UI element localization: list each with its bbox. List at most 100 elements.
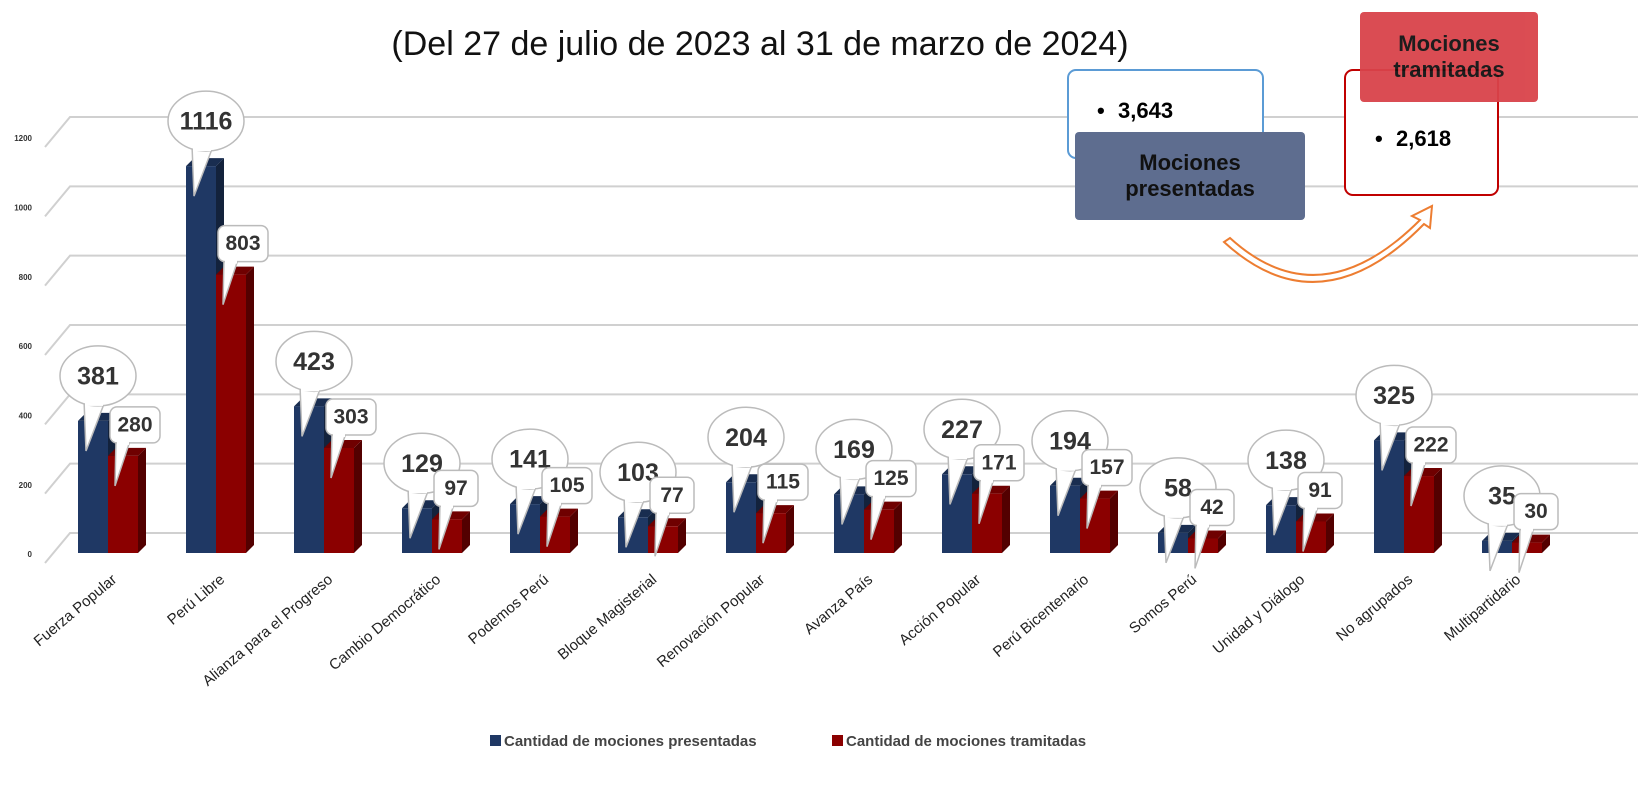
data-label: 204 [725, 424, 767, 452]
callout-cover [301, 381, 319, 392]
data-label: 303 [333, 406, 368, 429]
callout-cover [193, 141, 211, 152]
data-label: 138 [1265, 447, 1307, 475]
callout-cover [1057, 460, 1075, 471]
bar-side [246, 266, 254, 553]
callout-cover [1381, 415, 1399, 426]
callout [865, 459, 917, 498]
x-tick-label: Perú Bicentenario [990, 571, 1092, 661]
bar-side [894, 501, 902, 553]
grid-line [44, 324, 1638, 356]
x-tick-label: Multipartidario [1441, 571, 1524, 645]
callout-cover [841, 469, 859, 480]
data-label: 227 [941, 416, 983, 444]
x-tick-label: Perú Libre [164, 571, 228, 629]
bar-side [462, 511, 470, 553]
y-tick-label: 600 [19, 342, 33, 351]
x-tick-label: Unidad y Diálogo [1210, 571, 1308, 657]
callout-cover [733, 457, 751, 468]
legend-swatch [832, 735, 843, 746]
bar-side [138, 447, 146, 553]
callout-cover [1089, 479, 1101, 488]
bar-side [1542, 534, 1550, 553]
callout [649, 476, 695, 515]
callout [1405, 426, 1457, 464]
legend-swatch [490, 735, 501, 746]
data-label: 1116 [180, 108, 233, 136]
y-tick-label: 200 [19, 481, 33, 490]
legend-label: Cantidad de mociones tramitadas [846, 733, 1086, 750]
y-tick-label: 1000 [14, 203, 32, 212]
bar-front [108, 455, 138, 553]
data-label: 803 [225, 232, 260, 255]
bar [1296, 513, 1334, 553]
callout-cover [1165, 507, 1183, 518]
bar [324, 439, 362, 553]
callout-cover [625, 492, 643, 503]
callout-cover [1197, 519, 1209, 528]
data-label: 125 [873, 467, 908, 490]
bar-front [294, 406, 324, 553]
bar-side [570, 508, 578, 553]
x-tick-label: Acción Popular [896, 571, 984, 649]
bar [1404, 468, 1442, 553]
arrow [1222, 204, 1434, 283]
bar [216, 266, 254, 553]
bullet: • [1375, 126, 1383, 151]
callout [757, 463, 809, 501]
data-label: 42 [1200, 496, 1223, 519]
callout-cover [1489, 515, 1507, 526]
callout-cover [981, 474, 993, 483]
data-label: 97 [444, 477, 467, 500]
callout-cover [1521, 523, 1533, 532]
bar-front [972, 493, 1002, 553]
bar-side [1326, 513, 1334, 553]
grid-line [44, 254, 1638, 287]
callout-cover [409, 483, 427, 494]
x-tick-label: Podemos Perú [465, 571, 552, 648]
data-label: 169 [833, 436, 875, 464]
x-tick-label: Avanza País [801, 571, 876, 638]
data-label: 35 [1488, 482, 1516, 510]
chart-title: (Del 27 de julio de 2023 al 31 de marzo … [391, 25, 1128, 63]
x-tick-label: Bloque Magisterial [555, 571, 660, 663]
presented-label: Mociones presentadas [1075, 132, 1305, 220]
data-label: 423 [293, 348, 335, 376]
callout-cover [225, 255, 237, 264]
callout [1297, 471, 1343, 510]
callout [1513, 492, 1559, 531]
callout [1081, 448, 1133, 487]
callout-cover [765, 494, 777, 503]
presented-total: 3,643 [1118, 98, 1173, 123]
bar-side [678, 518, 686, 553]
bar [432, 511, 470, 553]
bar-front [324, 447, 354, 553]
callout-cover [949, 449, 967, 460]
callout [217, 224, 269, 263]
callout-cover [333, 428, 345, 437]
x-tick-label: No agrupados [1333, 571, 1416, 645]
y-tick-label: 800 [19, 273, 33, 282]
bar-side [1218, 530, 1226, 553]
bar-side [1434, 468, 1442, 553]
data-label: 77 [660, 484, 683, 507]
callout-cover [549, 497, 561, 506]
x-tick-label: Somos Perú [1126, 571, 1200, 637]
bar-front [1080, 498, 1110, 553]
bar-front [1404, 476, 1434, 553]
bar [648, 518, 686, 553]
data-label: 325 [1373, 382, 1415, 410]
bar [864, 501, 902, 553]
processed-total: 2,618 [1396, 126, 1451, 151]
bar-side [786, 505, 794, 553]
y-tick-label: 400 [19, 411, 33, 420]
bar [1080, 490, 1118, 553]
data-label: 115 [766, 471, 800, 494]
bar-front [1374, 440, 1404, 553]
data-label: 280 [117, 413, 152, 436]
data-label: 91 [1308, 479, 1332, 502]
x-tick-label: Fuerza Popular [31, 571, 120, 650]
callout-cover [441, 500, 453, 509]
